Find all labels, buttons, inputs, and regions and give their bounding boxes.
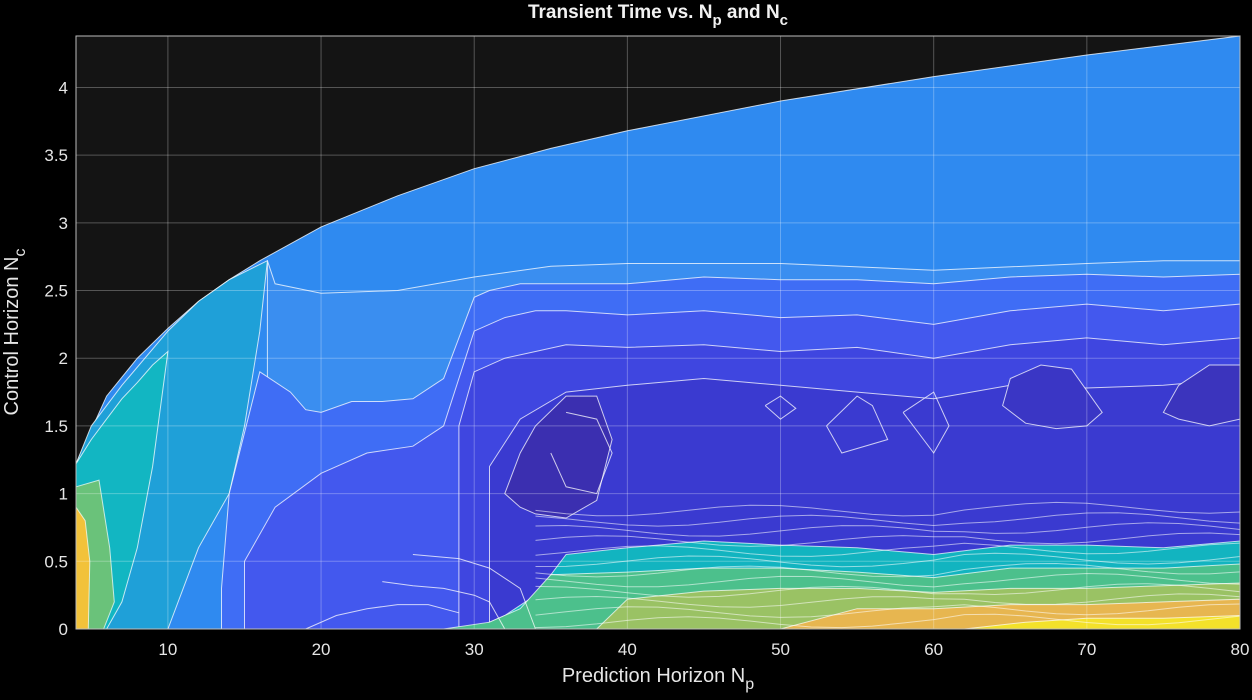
chart-title-middle: and N — [722, 2, 780, 23]
contour-region — [504, 395, 613, 519]
contour-line — [535, 572, 1241, 588]
contour-line — [764, 395, 797, 420]
chart-title: Transient Time vs. Np and Nc — [528, 2, 788, 29]
contour-line — [382, 581, 506, 630]
y-axis-label-sub: c — [12, 249, 29, 257]
contour-line — [535, 583, 1241, 598]
contour-line — [535, 522, 1241, 537]
y-tick-label: 1 — [59, 485, 68, 504]
contour-line — [535, 552, 1241, 568]
contour-lines — [305, 391, 1241, 630]
contour-fills — [75, 35, 1241, 630]
x-tick-label: 60 — [924, 640, 943, 659]
axes-frame — [75, 35, 1241, 630]
contour-line — [535, 532, 1241, 547]
contour-line — [826, 395, 889, 454]
x-axis-label: Prediction Horizon Np — [562, 665, 754, 693]
y-tick-label: 2.5 — [44, 282, 68, 301]
y-axis-label-main: Control Horizon N — [1, 257, 23, 416]
y-tick-label: 3 — [59, 214, 68, 233]
x-tick-label: 30 — [465, 640, 484, 659]
x-tick-label: 20 — [312, 640, 331, 659]
y-tick-label: 0.5 — [44, 552, 68, 571]
y-tick-label: 4 — [59, 78, 68, 97]
y-axis-label: Control Horizon Nc — [1, 249, 29, 416]
contour-line — [412, 554, 536, 630]
contour-line — [535, 603, 1241, 618]
y-tick-labels: 0 0.5 1 1.5 2 2.5 3 3.5 4 — [44, 78, 68, 639]
x-axis-label-sub: p — [745, 676, 754, 693]
contour-line — [535, 562, 1241, 578]
x-tick-label: 40 — [618, 640, 637, 659]
gridlines — [76, 36, 1241, 630]
y-tick-label: 3.5 — [44, 146, 68, 165]
x-tick-label: 50 — [771, 640, 790, 659]
x-axis-label-main: Prediction Horizon N — [562, 665, 745, 687]
y-tick-label: 1.5 — [44, 417, 68, 436]
contour-line — [535, 593, 1241, 608]
chart-title-sub1: p — [712, 12, 721, 29]
chart-title-sub2: c — [780, 12, 788, 29]
contour-line — [535, 613, 1241, 629]
x-tick-label: 10 — [158, 640, 177, 659]
plot-area — [75, 35, 1241, 630]
chart-title-prefix: Transient Time vs. N — [528, 2, 712, 23]
contour-line — [535, 512, 1241, 527]
contour-region — [1002, 364, 1103, 430]
x-tick-label: 70 — [1077, 640, 1096, 659]
contour-line — [902, 391, 950, 454]
y-tick-label: 0 — [59, 620, 68, 639]
x-tick-labels: 10 20 30 40 50 60 70 80 — [158, 640, 1249, 659]
contour-line — [305, 604, 460, 630]
contour-line — [535, 501, 1241, 517]
y-tick-label: 2 — [59, 349, 68, 368]
contour-line — [550, 411, 613, 495]
contour-line — [535, 542, 1241, 557]
x-tick-label: 80 — [1231, 640, 1250, 659]
